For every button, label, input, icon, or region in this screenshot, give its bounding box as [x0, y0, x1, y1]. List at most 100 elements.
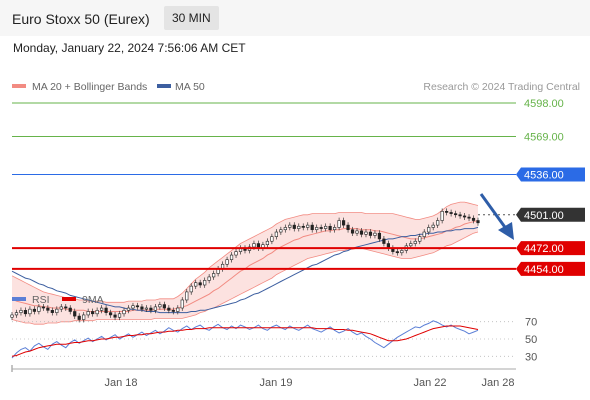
candle [333, 224, 337, 233]
candle [288, 222, 292, 231]
time-tick-label: Jan 19 [259, 377, 292, 389]
pivot-level-tag [516, 167, 585, 182]
time-tick-label: Jan 28 [481, 377, 514, 389]
rsi-tick-label: 70 [525, 317, 537, 329]
candle [153, 304, 157, 314]
ma50-legend-label: MA 50 [175, 81, 205, 93]
rsi-line [11, 320, 479, 359]
candle [122, 307, 126, 317]
candle [274, 229, 278, 240]
bollinger-legend-label: MA 20 + Bollinger Bands [32, 81, 147, 93]
candle [180, 297, 184, 311]
candle [100, 305, 104, 314]
candle [301, 223, 305, 231]
candle [86, 308, 90, 318]
candle [95, 307, 99, 317]
candle [297, 223, 301, 232]
candle [346, 222, 350, 233]
price-layer [10, 201, 480, 325]
ma9-legend-label: 9MA [82, 294, 104, 306]
candle [14, 309, 19, 318]
candle [306, 222, 310, 231]
candle [315, 224, 319, 233]
candle [270, 233, 274, 245]
current-level-tag [516, 207, 585, 222]
candle [176, 305, 180, 315]
candle [292, 222, 296, 232]
candle [422, 229, 426, 240]
candle [41, 304, 45, 311]
candle [324, 223, 328, 232]
candle [341, 217, 346, 228]
candle [382, 236, 386, 247]
candle [10, 312, 14, 321]
candle [185, 289, 189, 303]
candle [50, 307, 54, 316]
candle [37, 304, 41, 315]
candle [32, 306, 37, 315]
candle [467, 214, 471, 222]
candle [126, 305, 131, 314]
candle [225, 256, 229, 268]
resistance-level-label: 4569.00 [524, 131, 564, 143]
candle [359, 228, 364, 238]
ma50-legend-swatch [157, 84, 171, 88]
bollinger-lower-line [11, 231, 479, 325]
rsi-layer: 70 50 30 [11, 317, 537, 363]
interval-button[interactable]: 30 MIN [164, 6, 219, 30]
candle [279, 226, 283, 235]
candle [167, 305, 171, 314]
candle [91, 308, 95, 317]
candle [337, 217, 341, 231]
candle [453, 210, 458, 218]
bollinger-upper-line [11, 201, 479, 303]
candle [373, 230, 377, 239]
candle [158, 301, 162, 310]
candle [355, 228, 359, 237]
timestamp: Monday, January 22, 2024 7:56:06 AM CET [13, 41, 246, 55]
candle [212, 270, 216, 280]
credit-text: Research © 2024 Trading Central [423, 81, 580, 93]
time-axis: Jan 18 Jan 19 Jan 22 Jan 28 [11, 365, 516, 389]
candle [59, 304, 63, 313]
candle [364, 229, 368, 238]
candle [28, 306, 32, 317]
candle [117, 310, 122, 321]
candle [449, 209, 453, 217]
candle [140, 304, 144, 313]
candle [203, 277, 207, 288]
instrument-title: Euro Stoxx 50 (Eurex) [12, 11, 150, 27]
candle [368, 229, 373, 239]
candle [19, 307, 23, 316]
candle [418, 233, 422, 245]
candle [82, 312, 86, 323]
candle [149, 305, 153, 314]
candle [476, 217, 480, 226]
rsi-tick-label: 50 [525, 334, 537, 346]
candle [162, 301, 166, 311]
candle [144, 305, 149, 313]
time-tick-label: Jan 22 [413, 377, 446, 389]
candle [104, 305, 108, 316]
time-tick-label: Jan 18 [104, 377, 137, 389]
bollinger-legend-swatch [12, 84, 26, 88]
candle [135, 302, 140, 310]
candle [229, 252, 234, 263]
forecast-arrow [479, 193, 514, 240]
support-level-label: 4454.00 [524, 264, 564, 276]
candle [194, 279, 198, 290]
candle [462, 213, 467, 220]
candle [108, 309, 113, 318]
candle [55, 306, 59, 316]
candle [440, 208, 444, 224]
candle [46, 305, 50, 314]
support-level-label: 4472.00 [524, 243, 564, 255]
candle [471, 215, 476, 224]
current-level-label: 4501.00 [524, 210, 564, 222]
rsi-legend-label: RSI [32, 294, 50, 306]
candle [436, 217, 440, 228]
candle [23, 307, 28, 317]
candle [310, 222, 314, 233]
support-level-tag [516, 241, 585, 256]
